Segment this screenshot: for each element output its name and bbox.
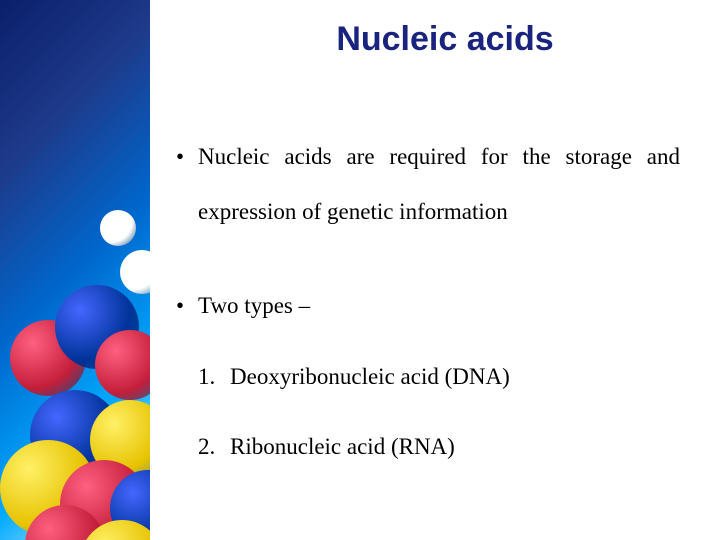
slide-content: Nucleic acids Nucleic acids are required… [150, 0, 720, 540]
list-number: 2. [198, 434, 215, 460]
numbered-list: 1. Deoxyribonucleic acid (DNA) 2. Ribonucle… [170, 364, 680, 460]
list-text: Ribonucleic acid (RNA) [230, 434, 455, 459]
bullet-text: Two types – [198, 289, 680, 324]
list-number: 1. [198, 364, 215, 390]
list-text: Deoxyribonucleic acid (DNA) [230, 364, 510, 389]
molecule-sphere [100, 210, 136, 246]
molecule-sphere [95, 330, 150, 400]
bullet-list: Nucleic acids are required for the stora… [170, 129, 680, 324]
bullet-item: Two types – [170, 289, 680, 324]
molecule-sphere [120, 250, 150, 294]
sidebar-decorative-image [0, 0, 150, 540]
bullet-text: Nucleic acids are required for the stora… [198, 129, 680, 239]
numbered-item: 2. Ribonucleic acid (RNA) [198, 434, 680, 460]
slide-title: Nucleic acids [210, 20, 680, 59]
numbered-item: 1. Deoxyribonucleic acid (DNA) [198, 364, 680, 390]
bullet-item: Nucleic acids are required for the stora… [170, 129, 680, 239]
